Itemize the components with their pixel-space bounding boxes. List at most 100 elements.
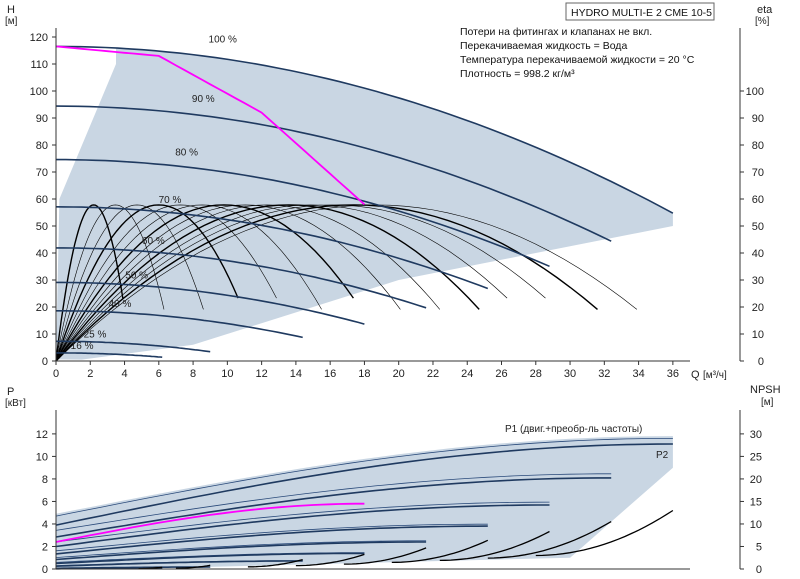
p2-curve [55, 477, 612, 538]
y-tick-label: 20 [36, 302, 48, 314]
y-axis-unit: [м] [5, 16, 18, 27]
y2-tick-label: 50 [752, 221, 764, 233]
x-axis-unit: [м³/ч] [703, 370, 727, 381]
y2-tick-label: 100 [746, 86, 764, 98]
npsh-tick-label: 20 [750, 474, 762, 486]
x-axis-label: Q [691, 369, 700, 381]
speed-label: 70 % [159, 195, 182, 206]
y2-tick-label: 60 [752, 194, 764, 206]
npsh-curve [535, 509, 674, 557]
x-tick-label: 20 [393, 368, 405, 380]
speed-curve [55, 105, 612, 242]
npsh-tick-label: 5 [756, 541, 762, 553]
npsh-curve [247, 558, 303, 568]
p1-curve [55, 473, 612, 531]
speed-curve [55, 45, 674, 214]
speed-label: 80 % [175, 148, 198, 159]
efficiency-curve [55, 204, 401, 362]
p-tick-label: 4 [42, 519, 48, 531]
p-tick-label: 2 [42, 541, 48, 553]
npsh-curve [175, 564, 211, 569]
p-tick-label: 12 [36, 429, 48, 441]
p1-curve [55, 438, 673, 517]
efficiency-curve [55, 204, 480, 362]
speed-label: 100 % [209, 34, 237, 45]
note-line: Температура перекачиваемой жидкости = 20… [460, 54, 695, 66]
npsh-axis-label: NPSH [750, 384, 781, 396]
npsh-tick-label: 0 [756, 564, 762, 576]
p1-label: P1 (двиг.+преобр-ль частоты) [505, 423, 642, 435]
y-tick-label: 50 [36, 221, 48, 233]
p-axis-unit: [кВт] [5, 398, 26, 409]
note-line: Перекачиваемая жидкость = Вода [460, 40, 627, 52]
y-tick-label: 110 [30, 59, 48, 71]
y-tick-label: 30 [36, 275, 48, 287]
head-plot: 100 %90 %80 %70 %60 %50 %40 %25 %16 %0 2 4… [30, 28, 764, 380]
y2-tick-label: 70 [752, 167, 764, 179]
y-tick-label: 70 [36, 167, 48, 179]
npsh-curve [391, 539, 489, 564]
npsh-curve [439, 530, 550, 562]
efficiency-curve [55, 204, 598, 362]
power-plot: P1 (двиг.+преобр-ль частоты) P2 0 2 4 6 8 10 12 0… [36, 410, 762, 576]
note-line: Плотность = 998.2 кг/м³ [460, 68, 575, 80]
x-tick-label: 4 [121, 368, 127, 380]
x-tick-label: 10 [221, 368, 233, 380]
npsh-curve [295, 553, 365, 567]
x-tick-label: 22 [427, 368, 439, 380]
p1-curve [55, 540, 427, 558]
p-tick-label: 0 [42, 564, 48, 576]
efficiency-curve [55, 204, 638, 362]
y2-tick-label: 10 [752, 329, 764, 341]
speed-label: 50 % [125, 270, 148, 281]
x-tick-label: 0 [53, 368, 59, 380]
speed-curve [56, 310, 303, 339]
speed-curve [56, 281, 365, 325]
p2-curve [55, 560, 303, 567]
y-tick-label: 80 [36, 140, 48, 152]
npsh-tick-label: 10 [750, 519, 762, 531]
p-tick-label: 8 [42, 474, 48, 486]
power-operating-range [56, 436, 673, 569]
x-tick-label: 24 [461, 368, 473, 380]
efficiency-curve [55, 204, 508, 362]
x-tick-label: 2 [87, 368, 93, 380]
p1-curve [55, 523, 488, 552]
npsh-tick-label: 15 [750, 496, 762, 508]
npsh-tick-label: 30 [750, 429, 762, 441]
p2-curve [55, 552, 365, 565]
x-tick-label: 18 [358, 368, 370, 380]
y-tick-label: 10 [36, 329, 48, 341]
duty-power-curve [55, 502, 365, 543]
speed-label: 90 % [192, 94, 215, 105]
p1-curve [55, 501, 550, 543]
note-line: Потери на фитингах и клапанах не вкл. [460, 26, 652, 38]
y2-axis-label: eta [757, 4, 773, 16]
y2-tick-label: 40 [752, 248, 764, 260]
speed-curve [56, 340, 211, 353]
y-tick-label: 40 [36, 248, 48, 260]
y2-tick-label: 90 [752, 113, 764, 125]
p-tick-label: 10 [36, 451, 48, 463]
x-tick-label: 6 [156, 368, 162, 380]
p-tick-label: 6 [42, 496, 48, 508]
x-tick-label: 32 [598, 368, 610, 380]
efficiency-curve [55, 204, 165, 362]
efficiency-curve [55, 204, 322, 362]
npsh-axis-unit: [м] [761, 397, 774, 408]
duty-curve [55, 45, 365, 206]
y-tick-label: 90 [36, 113, 48, 125]
y-tick-label: 120 [30, 32, 48, 44]
x-tick-label: 14 [290, 368, 302, 380]
p2-label: P2 [656, 450, 669, 461]
y2-tick-label: 20 [752, 302, 764, 314]
chart-title: HYDRO MULTI-E 2 CME 10-5 [571, 7, 712, 19]
x-tick-label: 36 [667, 368, 679, 380]
y-axis-label: H [7, 4, 15, 16]
speed-label: 25 % [84, 329, 107, 340]
x-tick-label: 28 [530, 368, 542, 380]
x-tick-label: 16 [324, 368, 336, 380]
npsh-tick-label: 25 [750, 451, 762, 463]
speed-label: 40 % [109, 299, 132, 310]
